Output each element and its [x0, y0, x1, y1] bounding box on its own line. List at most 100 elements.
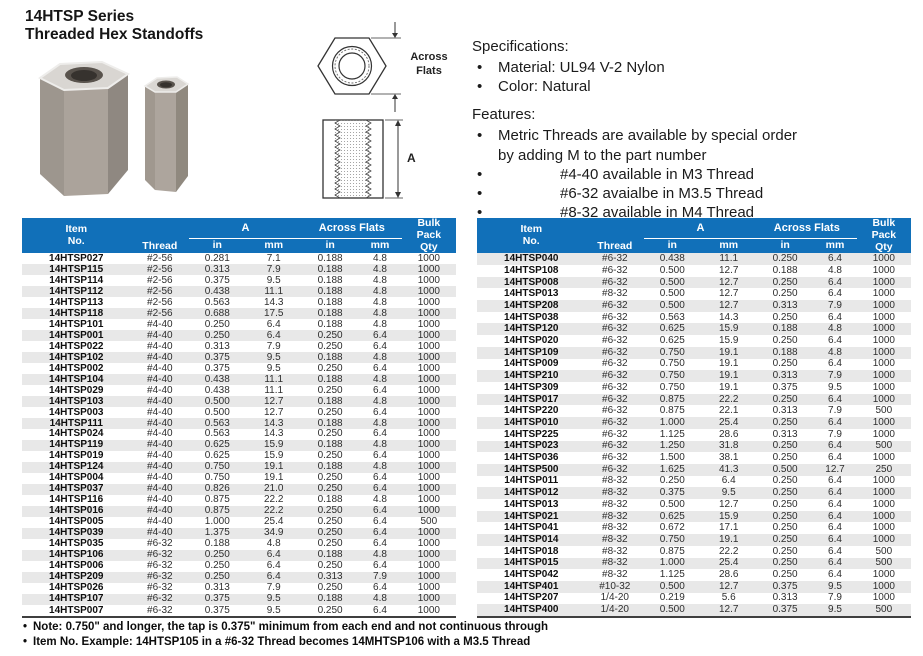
table-row: 14HTSP012 #8-32 0.375 9.5 0.250 6.4 1000 — [477, 487, 911, 500]
data-cell: 0.875 — [659, 545, 685, 557]
table-row: 14HTSP001 #4-40 0.250 6.4 0.250 6.4 1000 — [22, 329, 456, 342]
data-cell: 1000 — [417, 560, 440, 572]
data-cell: 1000 — [872, 475, 895, 487]
data-cell: 6.4 — [373, 516, 387, 528]
page-subtitle: Threaded Hex Standoffs — [25, 25, 204, 43]
data-cell: 0.250 — [772, 545, 798, 557]
item-no-cell: 14HTSP023 — [504, 440, 559, 452]
header-item-no: Item No. — [22, 218, 131, 254]
features-list: Metric Threads are available by special … — [472, 126, 920, 222]
data-cell: 0.250 — [772, 358, 798, 370]
data-cell: 17.1 — [718, 522, 739, 534]
item-no-cell: 14HTSP225 — [504, 428, 559, 440]
feature-item-text: #8-32 available in M4 Thread — [560, 204, 755, 222]
table-row: 14HTSP002 #4-40 0.375 9.5 0.250 6.4 1000 — [22, 363, 456, 374]
feature-item-text: #6-32 avaialbe in M3.5 Thread — [560, 184, 764, 202]
data-cell: 1000 — [872, 299, 895, 311]
data-cell: 1000 — [872, 358, 895, 370]
data-cell: 4.8 — [373, 395, 387, 407]
data-cell: 19.1 — [718, 358, 739, 370]
table-row: 14HTSP114 #2-56 0.375 9.5 0.188 4.8 1000 — [22, 275, 456, 286]
data-cell: 19.1 — [718, 533, 739, 545]
data-cell: #8-32 — [602, 569, 628, 581]
data-cell: 0.188 — [772, 346, 798, 358]
header-af-mm: mm — [358, 238, 402, 254]
item-no-cell: 14HTSP015 — [504, 557, 559, 569]
data-cell: 1000 — [417, 417, 440, 429]
data-cell: #4-40 — [147, 417, 173, 429]
data-cell: 0.875 — [659, 393, 685, 405]
data-cell: 1/4-20 — [600, 592, 629, 604]
data-cell: 0.188 — [317, 318, 343, 330]
data-cell: 4.8 — [373, 417, 387, 429]
data-cell: 1000 — [872, 569, 895, 581]
data-cell: 0.375 — [204, 351, 230, 363]
item-no-cell: 14HTSP106 — [49, 549, 104, 561]
item-no-cell: 14HTSP012 — [504, 487, 559, 499]
data-cell: 6.4 — [373, 472, 387, 484]
data-cell: 6.4 — [828, 487, 842, 499]
data-cell: 0.750 — [204, 461, 230, 473]
data-cell: 5.6 — [721, 592, 736, 604]
item-no-cell: 14HTSP112 — [49, 285, 104, 297]
data-cell: #6-32 — [602, 452, 628, 464]
data-cell: 0.875 — [659, 405, 685, 417]
item-no-cell: 14HTSP113 — [49, 296, 104, 308]
data-cell: 25.4 — [718, 557, 739, 569]
data-cell: 25.4 — [263, 516, 284, 528]
table-row: 14HTSP400 1/4-20 0.500 12.7 0.375 9.5 500 — [477, 604, 911, 618]
header-across-flats-group: Across Flats — [756, 218, 857, 239]
table-row: 14HTSP019 #4-40 0.625 15.9 0.250 6.4 1000 — [22, 451, 456, 462]
item-no-cell: 14HTSP016 — [49, 505, 104, 517]
data-cell: 0.500 — [659, 299, 685, 311]
large-standoff — [38, 60, 130, 196]
data-cell: 1000 — [872, 276, 895, 288]
data-cell: 12.7 — [263, 406, 284, 418]
product-photo — [30, 52, 230, 202]
data-cell: 1000 — [872, 498, 895, 510]
data-cell: 22.2 — [263, 494, 284, 506]
header-af-mm: mm — [813, 238, 857, 254]
data-cell: 0.500 — [659, 604, 685, 616]
data-cell: 0.375 — [204, 593, 230, 605]
table-body: 14HTSP040 #6-32 0.438 11.1 0.250 6.4 1000 14HTS… — [477, 253, 911, 618]
item-no-cell: 14HTSP009 — [504, 358, 559, 370]
data-cell: 0.188 — [317, 274, 343, 286]
data-cell: #6-32 — [602, 440, 628, 452]
table-row: 14HTSP016 #4-40 0.875 22.2 0.250 6.4 1000 — [22, 506, 456, 517]
header-across-flats-group: Across Flats — [301, 218, 402, 239]
data-cell: 12.7 — [718, 264, 739, 276]
data-cell: 0.250 — [772, 452, 798, 464]
data-cell: 6.4 — [828, 452, 842, 464]
data-cell: #6-32 — [602, 311, 628, 323]
item-no-cell: 14HTSP001 — [49, 329, 104, 341]
data-cell: 0.250 — [317, 483, 343, 495]
data-cell: 6.4 — [266, 560, 281, 572]
data-cell: 0.313 — [772, 428, 798, 440]
data-cell: 22.2 — [263, 505, 284, 517]
data-cell: 1.125 — [659, 428, 685, 440]
data-cell: 0.438 — [659, 253, 685, 265]
data-cell: 6.4 — [373, 604, 387, 616]
feature-item: #6-32 avaialbe in M3.5 Thread — [472, 184, 920, 203]
data-cell: 14.3 — [263, 428, 284, 440]
data-cell: 28.6 — [718, 428, 739, 440]
data-cell: #6-32 — [602, 381, 628, 393]
data-cell: 1000 — [872, 592, 895, 604]
data-cell: 9.5 — [828, 604, 842, 616]
data-cell: 1000 — [417, 549, 440, 561]
data-cell: 500 — [875, 545, 893, 557]
item-no-cell: 14HTSP027 — [49, 252, 104, 264]
data-cell: 1000 — [872, 288, 895, 300]
data-cell: 1000 — [417, 527, 440, 539]
data-cell: 4.8 — [373, 593, 387, 605]
data-cell: 0.250 — [772, 487, 798, 499]
table-row: 14HTSP013 #8-32 0.500 12.7 0.250 6.4 1000 — [477, 288, 911, 300]
data-cell: 0.250 — [772, 311, 798, 323]
data-cell: 0.250 — [317, 362, 343, 374]
data-cell: 0.250 — [772, 533, 798, 545]
header-bulk-pack-qty: Bulk Pack Qty — [401, 217, 456, 254]
table-row: 14HTSP102 #4-40 0.375 9.5 0.188 4.8 1000 — [22, 351, 456, 364]
table-row: 14HTSP309 #6-32 0.750 19.1 0.375 9.5 1000 — [477, 382, 911, 394]
standoff-table-right: Item No. Thread A Across Flats Bulk Pack… — [477, 217, 911, 619]
